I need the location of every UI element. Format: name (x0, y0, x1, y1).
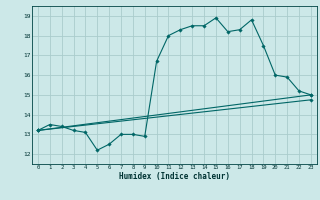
X-axis label: Humidex (Indice chaleur): Humidex (Indice chaleur) (119, 172, 230, 181)
